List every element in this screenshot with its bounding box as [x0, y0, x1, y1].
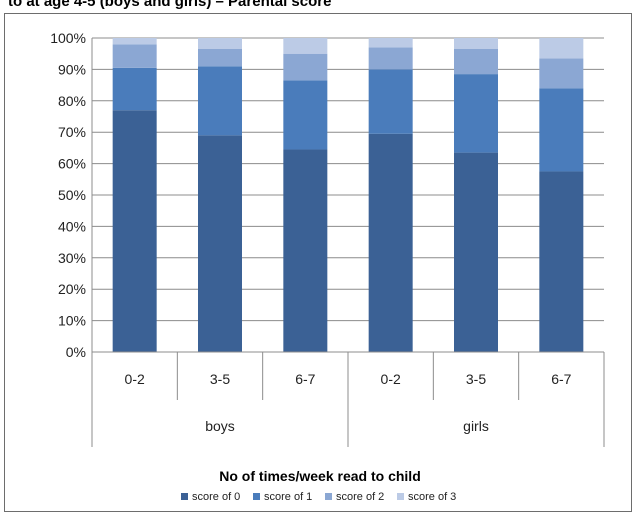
legend: score of 0 score of 1 score of 2 score of 3: [181, 491, 456, 503]
bar-segment-score-of-2: [368, 47, 413, 70]
x-axis: [91, 351, 605, 447]
bar-segment-score-of-2: [283, 53, 328, 81]
bar-segment-score-of-0: [112, 110, 157, 352]
legend-label: score of 3: [408, 491, 456, 503]
x-category-labels: 0-2 3-5 6-7 0-2 3-5 6-7: [125, 371, 572, 387]
y-tick-label: 20%: [58, 281, 86, 297]
bar-segment-score-of-1: [198, 66, 242, 136]
x-group-label: boys: [205, 418, 235, 434]
bar-segment-score-of-2: [198, 48, 242, 67]
legend-label: score of 0: [192, 491, 240, 503]
bar-segment-score-of-2: [112, 44, 157, 68]
x-category-label: 6-7: [551, 371, 571, 387]
x-category-label: 3-5: [466, 371, 486, 387]
bar-segment-score-of-1: [368, 69, 413, 134]
bar-segment-score-of-0: [283, 149, 328, 352]
bar-segment-score-of-2: [539, 58, 584, 89]
x-axis-title: No of times/week read to child: [219, 468, 421, 484]
y-tick-label: 70%: [58, 124, 86, 140]
legend-swatch: [253, 493, 260, 500]
legend-swatch: [325, 493, 332, 500]
gridlines: [91, 37, 604, 353]
bar-segment-score-of-2: [454, 48, 498, 75]
legend-swatch: [397, 493, 404, 500]
y-tick-label: 10%: [58, 313, 86, 329]
y-tick-label: 90%: [58, 61, 86, 77]
bar-segment-score-of-0: [368, 133, 413, 352]
bar-segment-score-of-3: [112, 38, 157, 45]
x-category-label: 6-7: [295, 371, 315, 387]
x-category-label: 0-2: [125, 371, 145, 387]
bar-segment-score-of-3: [198, 38, 242, 49]
bar-segment-score-of-3: [368, 38, 413, 48]
bar-segment-score-of-1: [283, 80, 328, 150]
bar-segment-score-of-3: [454, 38, 498, 49]
bar-segment-score-of-0: [198, 135, 242, 352]
y-tick-label: 0%: [66, 344, 86, 360]
y-tick-label: 100%: [50, 30, 86, 46]
bar-segment-score-of-1: [539, 88, 584, 172]
x-group-label: girls: [463, 418, 489, 434]
bar-segment-score-of-3: [539, 38, 584, 59]
x-category-label: 3-5: [210, 371, 230, 387]
bar-segment-score-of-1: [112, 67, 157, 111]
y-tick-label: 50%: [58, 187, 86, 203]
bar-segment-score-of-1: [454, 74, 498, 153]
y-tick-label: 60%: [58, 156, 86, 172]
y-tick-label: 30%: [58, 250, 86, 266]
x-group-labels: boys girls: [205, 418, 489, 434]
bar-segment-score-of-3: [283, 38, 328, 54]
bar-segment-score-of-0: [454, 152, 498, 352]
y-tick-label: 40%: [58, 218, 86, 234]
page-title: to at age 4-5 (boys and girls) – Parenta…: [8, 0, 332, 10]
legend-swatch: [181, 493, 188, 500]
legend-label: score of 2: [336, 491, 384, 503]
y-axis-tick-labels: 0% 10% 20% 30% 40% 50% 60% 70% 80% 90% 100%: [50, 30, 86, 360]
y-tick-label: 80%: [58, 93, 86, 109]
bars: [112, 38, 584, 352]
x-category-label: 0-2: [381, 371, 401, 387]
legend-label: score of 1: [264, 491, 312, 503]
bar-segment-score-of-0: [539, 171, 584, 352]
